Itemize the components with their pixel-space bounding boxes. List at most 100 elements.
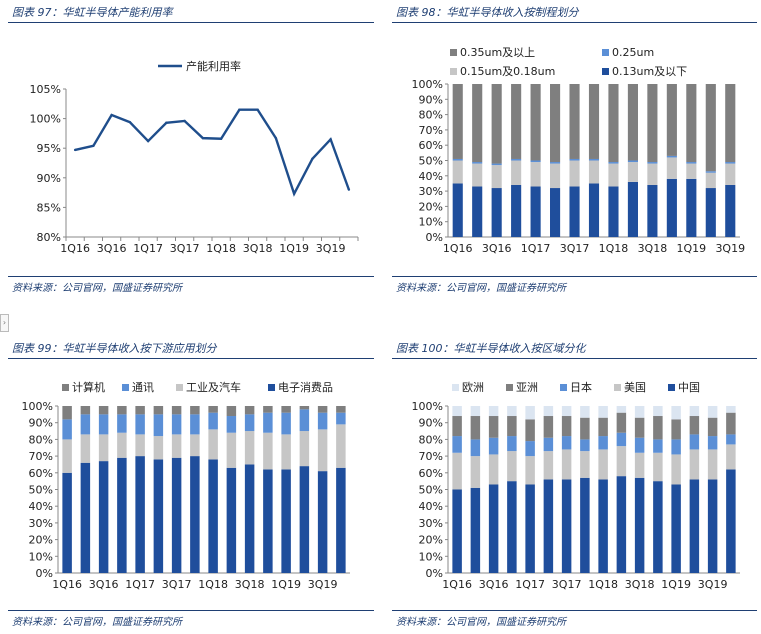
y-tick-label: 100% <box>30 113 61 126</box>
bar-segment <box>281 412 291 435</box>
bar-segment <box>488 406 499 417</box>
x-tick-label: 3Q19 <box>308 578 338 591</box>
x-tick-label: 1Q19 <box>661 578 691 591</box>
bar-segment <box>525 456 535 485</box>
bar-segment <box>281 406 291 413</box>
bar-segment <box>580 417 590 440</box>
bar-segment <box>543 451 554 480</box>
x-tick-label: 1Q18 <box>588 578 618 591</box>
x-tick-label: 3Q16 <box>89 578 119 591</box>
data-point <box>256 108 259 111</box>
bar-segment <box>543 406 554 417</box>
bar-segment <box>299 406 310 410</box>
bar-segment <box>171 434 182 458</box>
bar-segment <box>530 162 541 187</box>
source-note: 资料来源：公司官网，国盛证券研究所 <box>12 617 182 628</box>
bar-segment <box>653 481 663 573</box>
legend-swatch <box>602 68 609 75</box>
legend-label: 产能利用率 <box>186 59 241 73</box>
bar-segment <box>491 84 502 164</box>
side-nav-arrow[interactable]: › <box>0 314 9 332</box>
bar-segment <box>598 436 608 450</box>
bar-segment <box>491 165 502 189</box>
bar-segment <box>725 163 736 185</box>
y-tick-label: 10% <box>419 216 443 229</box>
x-tick-label: 3Q19 <box>698 578 728 591</box>
bar-segment <box>98 406 109 415</box>
y-tick-label: 105% <box>30 83 61 96</box>
legend-swatch <box>176 384 183 391</box>
bar-segment <box>707 406 718 418</box>
bar-segment <box>598 417 608 437</box>
bar-segment <box>653 439 663 453</box>
bar-segment <box>550 162 561 164</box>
bar-segment <box>135 414 145 435</box>
bar-segment <box>686 84 697 163</box>
bar-segment <box>616 446 627 477</box>
bar-segment <box>80 462 91 573</box>
bar-segment <box>488 416 499 438</box>
bar-segment <box>689 406 700 417</box>
bar-segment <box>705 84 716 172</box>
bar-segment <box>171 406 182 415</box>
bar-segment <box>569 160 580 187</box>
bar-segment <box>725 162 736 164</box>
bar-segment <box>686 178 697 237</box>
y-tick-label: 40% <box>29 500 53 513</box>
bar-segment <box>317 412 328 430</box>
bar-segment <box>666 157 677 179</box>
bar-segment <box>707 449 718 480</box>
bar-segment <box>135 406 145 415</box>
legend-label: 工业及汽车 <box>186 380 241 394</box>
bar-segment <box>472 186 483 237</box>
bar-segment <box>647 163 658 185</box>
bar-segment <box>511 158 522 161</box>
bar-segment <box>190 406 200 415</box>
bar-segment <box>135 434 145 457</box>
bar-segment <box>226 406 237 417</box>
data-point <box>146 139 150 143</box>
bar-segment <box>244 464 255 573</box>
y-tick-label: 40% <box>419 500 443 513</box>
bar-segment <box>561 479 572 573</box>
bar-segment <box>336 467 346 573</box>
bar-segment <box>470 406 481 417</box>
x-tick-label: 1Q17 <box>515 578 545 591</box>
x-tick-label: 1Q17 <box>125 578 155 591</box>
chart-title: 图表 100：华虹半导体收入按区域分化 <box>396 342 586 355</box>
bar-segment <box>671 419 681 440</box>
bar-segment <box>117 414 127 433</box>
bar-segment <box>98 414 109 435</box>
bar-segment <box>705 188 716 237</box>
y-tick-label: 95% <box>37 142 61 155</box>
bar-segment <box>671 484 681 573</box>
bar-segment <box>689 479 700 573</box>
series-line <box>74 108 351 197</box>
bar-segment <box>470 439 481 457</box>
x-tick-label: 3Q17 <box>170 242 200 255</box>
bar-segment <box>299 431 310 467</box>
bar-segment <box>153 459 164 573</box>
y-tick-label: 30% <box>29 517 53 530</box>
y-tick-label: 50% <box>29 484 53 497</box>
y-tick-label: 70% <box>419 124 443 137</box>
bar-segment <box>452 416 462 437</box>
bar-segment <box>550 84 561 163</box>
bar-segment <box>263 432 273 470</box>
bar-segment <box>671 439 681 455</box>
chart-panel-revenue-by-process: 图表 98：华虹半导体收入按制程划分 0% 10% 20% 30% 40% 50% 60% 7… <box>384 0 761 318</box>
legend-label: 美国 <box>624 381 646 394</box>
data-point <box>238 108 241 111</box>
bar-segment <box>550 188 561 237</box>
bar-segment <box>686 163 697 179</box>
legend-label: 亚洲 <box>516 381 538 394</box>
bar-segment <box>634 437 645 453</box>
legend-label: 0.13um及以下 <box>612 65 687 78</box>
bar-segment <box>634 406 645 418</box>
bar-segment <box>452 452 462 490</box>
bar-segment <box>317 406 328 413</box>
legend-label: 日本 <box>570 380 592 394</box>
x-tick-label: 1Q17 <box>521 242 551 255</box>
bar-segment <box>62 472 72 573</box>
y-tick-label: 0% <box>426 231 443 244</box>
